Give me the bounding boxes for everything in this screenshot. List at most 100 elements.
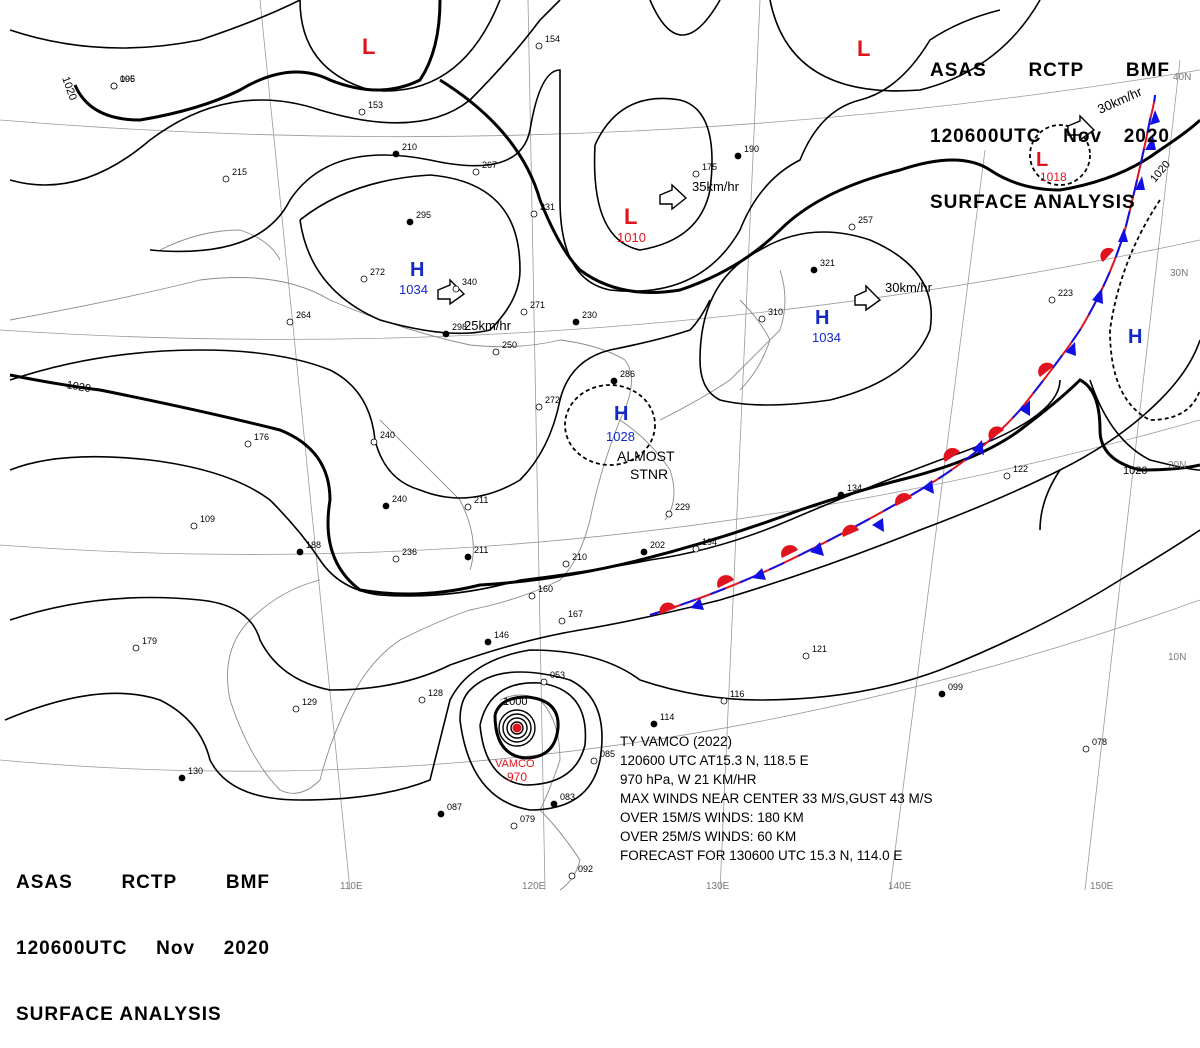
graticule bbox=[0, 0, 1200, 891]
station-pressure-value: 264 bbox=[296, 310, 311, 320]
station-marker-icon bbox=[558, 617, 566, 625]
station-pressure-value: 240 bbox=[380, 430, 395, 440]
station-pressure-value: 154 bbox=[545, 34, 560, 44]
station-labels: 096 153 154 210 215 267 295 272 340 298 250 231 230 2… bbox=[120, 34, 1107, 874]
svg-text:1020: 1020 bbox=[1123, 465, 1147, 477]
motion-arrows bbox=[437, 114, 1096, 312]
header-center-code: ASAS bbox=[16, 872, 73, 893]
header-title: SURFACE ANALYSIS bbox=[16, 1004, 222, 1025]
station-pressure-value: 099 bbox=[948, 682, 963, 692]
station-marker-icon bbox=[442, 330, 450, 338]
svg-text:120E: 120E bbox=[522, 881, 546, 892]
station-pressure-value: 210 bbox=[572, 552, 587, 562]
speed-label: 35km/hr bbox=[692, 179, 740, 194]
header-month: Nov bbox=[1063, 126, 1103, 147]
station-marker-icon bbox=[418, 696, 426, 704]
station-pressure-value: 121 bbox=[812, 644, 827, 654]
station-pressure-value: 194 bbox=[702, 537, 717, 547]
station-pressure-value: 105 bbox=[120, 74, 135, 84]
station-marker-icon bbox=[640, 548, 648, 556]
speed-label: 30km/hr bbox=[885, 280, 933, 295]
station-marker-icon bbox=[692, 170, 700, 178]
typhoon-info-line: OVER 15M/S WINDS: 180 KM bbox=[620, 810, 804, 825]
station-marker-icon bbox=[758, 315, 766, 323]
station-marker-icon bbox=[296, 548, 304, 556]
high-value: 1034 bbox=[812, 330, 841, 345]
station-pressure-value: 130 bbox=[188, 766, 203, 776]
station-pressure-value: 153 bbox=[368, 100, 383, 110]
station-pressure-value: 122 bbox=[1013, 464, 1028, 474]
station-marker-icon bbox=[464, 553, 472, 561]
arrow-icon bbox=[1067, 114, 1096, 142]
station-marker-icon bbox=[802, 652, 810, 660]
high-letter: H bbox=[410, 259, 424, 281]
station-pressure-value: 116 bbox=[730, 689, 744, 699]
high-value: 1028 bbox=[606, 429, 635, 444]
station-marker-icon bbox=[178, 774, 186, 782]
station-pressure-value: 053 bbox=[550, 670, 565, 680]
station-pressure-value: 176 bbox=[254, 432, 269, 442]
station-pressure-value: 298 bbox=[452, 322, 467, 332]
station-pressure-value: 295 bbox=[416, 210, 431, 220]
station-pressure-value: 129 bbox=[302, 697, 317, 707]
station-marker-icon bbox=[848, 223, 856, 231]
station-marker-icon bbox=[665, 510, 673, 518]
pressure-letters: L L L 1010 L 1018 H 1034 H 1034 H 1028 A… bbox=[362, 34, 1142, 482]
station-marker-icon bbox=[437, 810, 445, 818]
station-pressure-value: 128 bbox=[428, 688, 443, 698]
header-title: SURFACE ANALYSIS bbox=[930, 192, 1136, 213]
station-marker-icon bbox=[650, 720, 658, 728]
station-pressure-value: 188 bbox=[306, 540, 321, 550]
svg-text:110E: 110E bbox=[340, 881, 363, 892]
low-letter: L bbox=[362, 34, 375, 59]
station-marker-icon bbox=[810, 266, 818, 274]
station-marker-icon bbox=[392, 150, 400, 158]
svg-text:150E: 150E bbox=[1090, 881, 1114, 892]
station-pressure-value: 236 bbox=[402, 547, 417, 557]
station-pressure-value: 109 bbox=[200, 514, 215, 524]
station-marker-icon bbox=[837, 491, 845, 499]
station-marker-icon bbox=[528, 592, 536, 600]
low-letter: L bbox=[624, 204, 637, 229]
station-pressure-value: 190 bbox=[744, 144, 759, 154]
station-marker-icon bbox=[382, 502, 390, 510]
header-product-code: BMF bbox=[1125, 60, 1170, 81]
svg-text:20N: 20N bbox=[1168, 460, 1186, 471]
station-pressure-value: 240 bbox=[392, 494, 407, 504]
station-marker-icon bbox=[1048, 296, 1056, 304]
station-marker-icon bbox=[492, 348, 500, 356]
station-marker-icon bbox=[938, 690, 946, 698]
header-bottom-left: ASAS RCTP BMF 120600UTC Nov 2020 SURFACE… bbox=[16, 828, 270, 1048]
high-value: 1034 bbox=[399, 282, 428, 297]
station-marker-icon bbox=[406, 218, 414, 226]
station-pressure-value: 211 bbox=[474, 545, 488, 555]
station-marker-icon bbox=[1003, 472, 1011, 480]
svg-text:1020: 1020 bbox=[59, 75, 79, 102]
svg-text:1020: 1020 bbox=[65, 379, 91, 395]
station-marker-icon bbox=[358, 108, 366, 116]
station-pressure-value: 078 bbox=[1092, 737, 1107, 747]
station-pressure-value: 230 bbox=[582, 310, 597, 320]
stationary-front bbox=[649, 94, 1160, 616]
station-pressure-value: 211 bbox=[474, 495, 488, 505]
svg-text:30N: 30N bbox=[1170, 268, 1188, 279]
header-station-code: RCTP bbox=[121, 872, 178, 893]
station-pressure-value: 146 bbox=[494, 630, 509, 640]
station-marker-icon bbox=[510, 822, 518, 830]
arrow-icon bbox=[437, 278, 466, 306]
coastlines bbox=[9, 229, 786, 891]
header-top-right: ASAS RCTP BMF 120600UTC Nov 2020 SURFACE… bbox=[930, 16, 1170, 236]
station-marker-icon bbox=[535, 403, 543, 411]
station-marker-icon bbox=[286, 318, 294, 326]
station-markers bbox=[110, 42, 1090, 880]
station-pressure-value: 179 bbox=[142, 636, 157, 646]
station-marker-icon bbox=[610, 377, 618, 385]
grid-labels: 110E 120E 130E 140E 150E 40N 30N 20N 10N bbox=[340, 72, 1191, 892]
header-product-code: BMF bbox=[225, 872, 270, 893]
typhoon-info-line: FORECAST FOR 130600 UTC 15.3 N, 114.0 E bbox=[620, 848, 903, 863]
station-pressure-value: 175 bbox=[702, 162, 717, 172]
low-value: 1018 bbox=[1040, 170, 1067, 184]
typhoon-rings bbox=[498, 709, 536, 747]
typhoon-info-line: TY VAMCO (2022) bbox=[620, 734, 733, 749]
stnr-note: ALMOST bbox=[617, 448, 675, 464]
